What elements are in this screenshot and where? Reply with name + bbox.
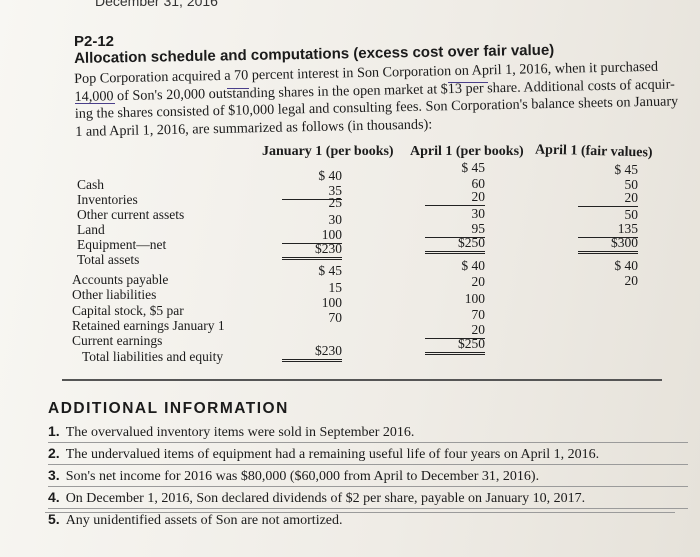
cropped-header: December 31, 2016 — [95, 0, 218, 9]
aprf-other-current: 20 — [578, 190, 638, 207]
annotation-underline-70 — [227, 88, 249, 89]
aprf-equipment: 135 — [578, 221, 638, 238]
jan-other-current: 25 — [328, 195, 343, 210]
aprb-other-current: 20 — [425, 189, 485, 206]
jan-retained-earnings: 70 — [328, 310, 343, 325]
aprb-equipment: 95 — [425, 221, 485, 238]
annotation-underline-price — [448, 82, 488, 83]
aprb-land: 30 — [471, 206, 486, 221]
row-label-inventories: Inventories — [77, 192, 138, 207]
additional-item: 5. Any unidentified assets of Son are not… — [48, 511, 343, 528]
aprb-total-assets: $250 — [425, 235, 485, 254]
additional-item: 3. Son's net income for 2016 was $80,000 … — [48, 465, 688, 487]
additional-item: 2. The undervalued items of equipment had… — [48, 443, 688, 465]
row-label-other-current-assets: Other current assets — [77, 207, 185, 222]
aprb-current-earnings: 20 — [425, 322, 485, 339]
row-label-other-liabilities: Other liabilities — [72, 287, 157, 302]
row-label-total-assets: Total assets — [77, 252, 140, 267]
aprf-land: 50 — [624, 207, 639, 222]
row-label-cash: Cash — [77, 177, 104, 192]
jan-land: 30 — [328, 212, 343, 227]
row-label-capital-stock: Capital stock, $5 par — [72, 303, 184, 318]
aprf-total-assets: $300 — [578, 235, 638, 254]
jan-equipment: 100 — [282, 227, 342, 244]
col-header-apr-books: April 1 (per books) — [410, 144, 524, 159]
row-label-current-earnings: Current earnings — [72, 333, 163, 348]
col-header-jan: January 1 (per books) — [262, 144, 394, 159]
row-label-land: Land — [77, 222, 105, 237]
aprf-accounts-payable: $ 40 — [614, 258, 638, 273]
row-label-equipment: Equipment—net — [77, 237, 167, 252]
section-divider — [62, 379, 662, 381]
aprb-other-liabilities: 20 — [471, 274, 486, 289]
aprb-accounts-payable: $ 40 — [461, 258, 485, 273]
additional-item-text: The undervalued items of equipment had a… — [65, 447, 600, 462]
additional-item: 4. On December 1, 2016, Son declared divi… — [48, 487, 688, 509]
jan-total-liab-equity: $230 — [282, 343, 342, 362]
aprb-inventories: 60 — [471, 176, 486, 191]
jan-accounts-payable: $ 45 — [318, 263, 342, 278]
aprb-capital-stock: 100 — [464, 291, 485, 306]
additional-information-list: 1. The overvalued inventory items were so… — [48, 421, 688, 530]
row-label-total-liab-equity: Total liabilities and equity — [82, 349, 224, 364]
jan-cash: $ 40 — [318, 168, 342, 183]
additional-item-text: Any unidentified assets of Son are not a… — [65, 513, 343, 528]
aprf-other-liabilities: 20 — [624, 273, 639, 288]
col-header-apr-fair: April 1 (fair values) — [534, 142, 653, 161]
row-label-accounts-payable: Accounts payable — [72, 272, 169, 287]
annotation-underline-14000 — [75, 103, 115, 104]
aprb-retained-earnings: 70 — [471, 307, 486, 322]
aprb-cash: $ 45 — [461, 160, 485, 175]
aprb-total-liab-equity: $250 — [425, 336, 485, 355]
jan-inventories: 35 — [282, 183, 342, 200]
additional-item: 1. The overvalued inventory items were so… — [48, 421, 688, 443]
problem-intro: Pop Corporation acquired a 70 percent in… — [74, 58, 695, 141]
additional-item-text: Son's net income for 2016 was $80,000 ($… — [65, 469, 540, 484]
additional-item-text: On December 1, 2016, Son declared divide… — [65, 491, 586, 506]
bottom-rule — [45, 512, 675, 513]
additional-item-text: The overvalued inventory items were sold… — [65, 425, 415, 440]
additional-information-title: ADDITIONAL INFORMATION — [48, 400, 289, 417]
jan-other-liabilities: 15 — [328, 280, 343, 295]
row-label-retained-earnings: Retained earnings January 1 — [72, 318, 225, 333]
aprf-cash: $ 45 — [614, 162, 638, 177]
jan-capital-stock: 100 — [321, 295, 342, 310]
problem-number: P2-12 — [74, 33, 115, 50]
jan-total-assets: $230 — [282, 241, 342, 260]
aprf-inventories: 50 — [624, 177, 639, 192]
